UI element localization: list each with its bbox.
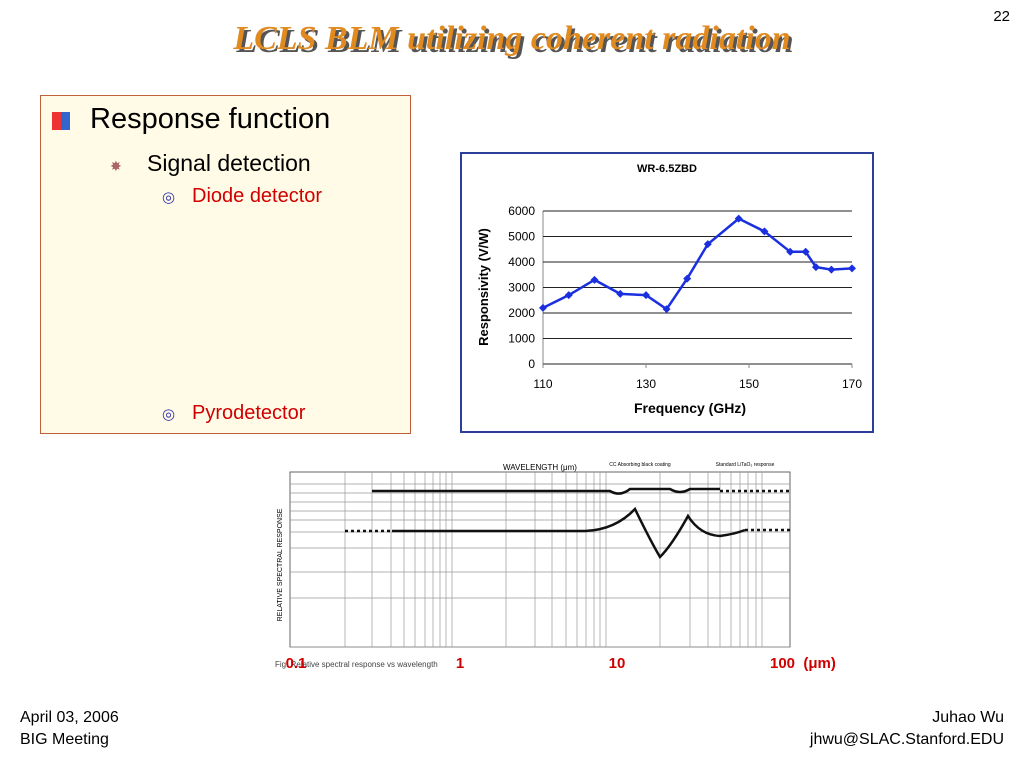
overlay-label: 0.1 (286, 655, 307, 672)
bullet-level2: Signal detection (147, 150, 311, 176)
bullet-icon (52, 112, 70, 130)
x-axis-label: Frequency (GHz) (634, 400, 746, 416)
y-tick-label: 5000 (508, 230, 535, 244)
data-marker (616, 289, 625, 298)
chart-title: WR-6.5ZBD (637, 163, 697, 175)
data-marker (801, 247, 810, 256)
y-tick-label: 3000 (508, 281, 535, 295)
data-marker (703, 240, 712, 249)
bullet-box (40, 95, 411, 434)
footer-meeting: BIG Meeting (20, 731, 109, 748)
data-marker (811, 263, 820, 272)
data-marker (683, 274, 692, 283)
data-marker (564, 291, 573, 300)
x-tick-label: 110 (533, 377, 552, 391)
data-marker (827, 265, 836, 274)
scan-note: Standard LiTaO₃ response (716, 462, 775, 468)
data-marker (662, 305, 671, 314)
bullet-item: Diode detector (192, 185, 323, 207)
slide-title: LCLS BLM utilizing coherent radiation (233, 20, 791, 57)
scan-note: CC Absorbing black coating (609, 462, 671, 468)
scan-curve (392, 506, 746, 560)
overlay-label: 1 (456, 655, 464, 672)
scan-axis-title: WAVELENGTH (μm) (503, 463, 577, 472)
bullet-level1: Response function (90, 103, 331, 135)
overlay-label: 10 (609, 655, 626, 672)
scan-frame (289, 471, 791, 648)
scan-y-label: RELATIVE SPECTRAL RESPONSE (277, 508, 284, 621)
y-tick-label: 4000 (508, 255, 535, 269)
data-marker (760, 227, 769, 236)
y-tick-label: 6000 (508, 204, 535, 218)
data-marker (848, 264, 856, 273)
x-tick-label: 130 (636, 377, 656, 391)
x-tick-label: 170 (842, 377, 862, 391)
x-tick-label: 150 (739, 377, 759, 391)
bullet-icon: ◎ (162, 406, 176, 423)
data-marker (642, 291, 650, 300)
footer-author: Juhao Wu (932, 709, 1004, 726)
chart-frame (460, 152, 874, 433)
footer-date: April 03, 2006 (20, 709, 119, 726)
spectrum-scan: WAVELENGTH (μm) CC Absorbing black coati… (275, 462, 836, 672)
y-tick-label: 2000 (508, 306, 535, 320)
bullet-icon: ✸ (110, 158, 122, 174)
overlay-label: 100 (μm) (770, 655, 836, 672)
data-marker (539, 303, 547, 312)
data-marker (786, 247, 795, 256)
slide-number: 22 (993, 8, 1010, 25)
data-marker (590, 275, 599, 284)
scan-grid (344, 472, 763, 647)
bullet-item: Pyrodetector (192, 402, 306, 424)
scan-curve (372, 487, 720, 495)
y-tick-label: 0 (528, 357, 535, 371)
scan-caption: Fig. Relative spectral response vs wavel… (275, 660, 438, 669)
y-tick-label: 1000 (508, 332, 535, 346)
bullet-icon: ◎ (162, 189, 176, 206)
y-axis-label: Responsivity (V/W) (476, 228, 491, 346)
footer-email: jhwu@SLAC.Stanford.EDU (809, 731, 1004, 748)
data-marker (734, 214, 743, 223)
